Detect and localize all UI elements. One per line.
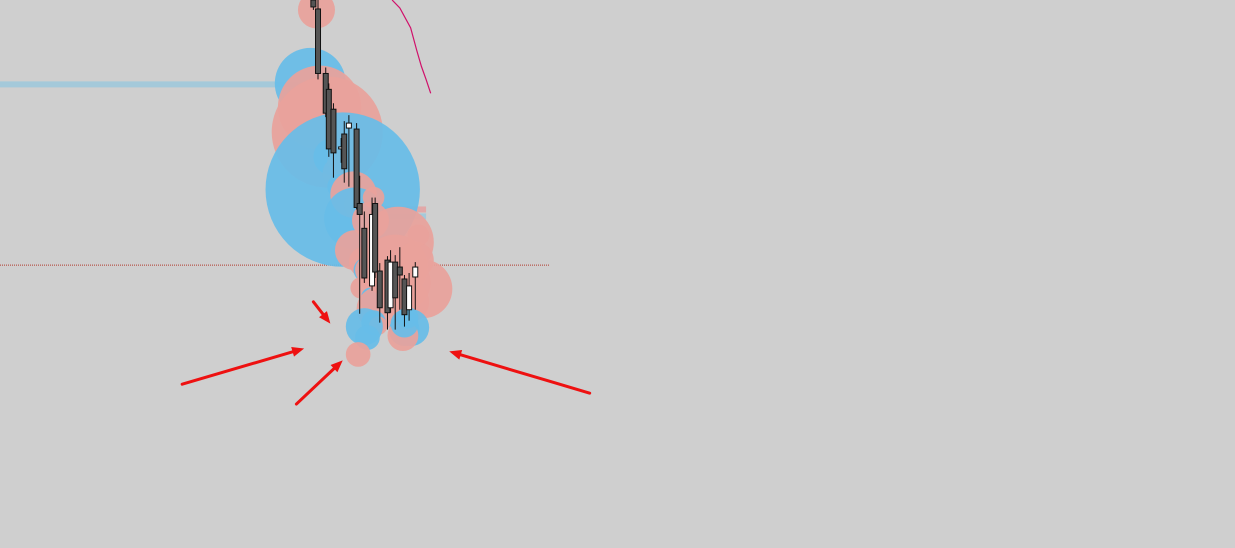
candle-body [376,270,383,309]
indicator-curve [391,0,432,94]
candle-body [353,128,360,208]
candle-body [330,108,337,154]
candle-body [392,261,399,299]
arrow-shaft [294,367,336,406]
candle-body [356,203,363,215]
candle-body [315,8,322,74]
candle-body [406,285,413,311]
arrow-shaft [311,300,325,316]
arrow-annotation-icon [330,360,343,373]
candle-body [341,133,348,170]
candle-body [345,122,352,129]
bubble-sell [345,342,371,367]
arrow-shaft [459,353,592,395]
indicator-line [391,0,432,94]
arrow-annotation-icon [319,311,331,324]
candle-body [310,0,317,8]
arrow-shaft [180,350,295,386]
candle-body [412,266,419,278]
candle-body [361,227,368,279]
arrow-annotation-icon [449,350,463,360]
candles [310,0,419,330]
candle-body [396,266,403,276]
bubble-sell [407,224,430,247]
arrow-annotation-icon [291,347,305,357]
arrow-annotations [180,300,592,406]
candle-body [372,203,379,273]
level-line-blue [0,81,298,88]
